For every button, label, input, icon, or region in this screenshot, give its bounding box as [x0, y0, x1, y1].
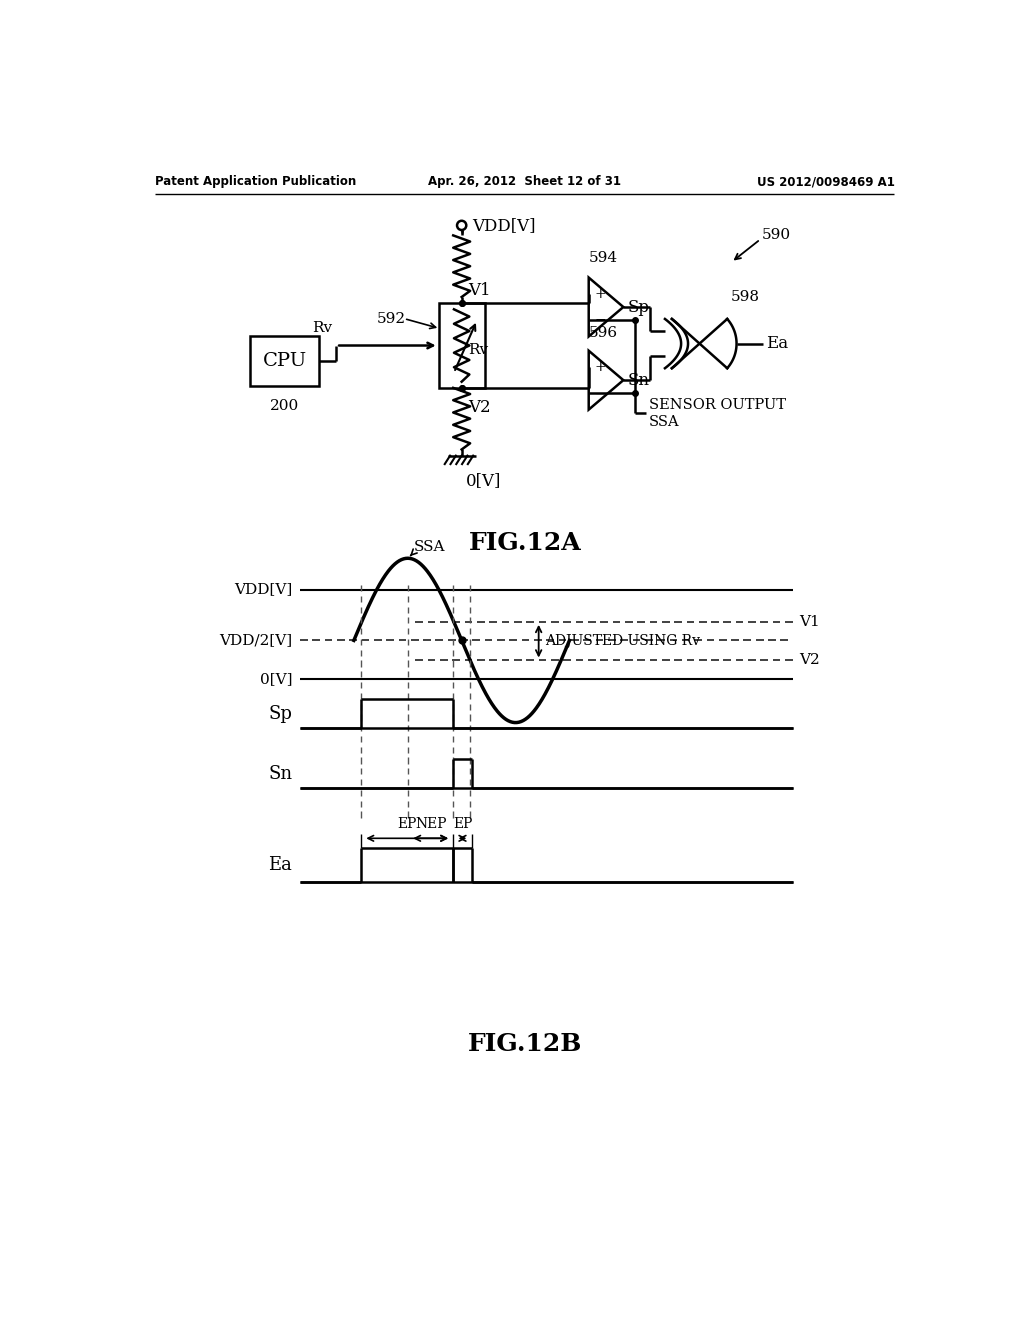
Text: FIG.12B: FIG.12B	[468, 1032, 582, 1056]
Text: NEP: NEP	[415, 817, 446, 830]
Text: Sp: Sp	[268, 705, 292, 722]
Text: CPU: CPU	[262, 351, 306, 370]
Text: 594: 594	[589, 251, 617, 265]
Text: 0[V]: 0[V]	[260, 672, 292, 686]
Text: VDD[V]: VDD[V]	[234, 582, 292, 597]
Text: 596: 596	[589, 326, 617, 341]
Text: Ea: Ea	[766, 335, 787, 352]
Text: +: +	[595, 286, 606, 301]
Text: Rv: Rv	[468, 343, 488, 356]
Text: +: +	[595, 360, 606, 374]
Text: −: −	[595, 387, 606, 400]
Text: VDD/2[V]: VDD/2[V]	[219, 634, 292, 647]
Text: V1: V1	[799, 615, 819, 628]
Text: Apr. 26, 2012  Sheet 12 of 31: Apr. 26, 2012 Sheet 12 of 31	[428, 176, 622, 187]
Text: Rv: Rv	[312, 321, 333, 335]
Text: V2: V2	[799, 653, 819, 668]
Text: Sp: Sp	[628, 298, 650, 315]
Bar	[250, 335, 319, 385]
Text: V1: V1	[468, 281, 490, 298]
Text: SSA: SSA	[414, 540, 445, 553]
Text: 598: 598	[731, 289, 760, 304]
Text: −: −	[595, 313, 606, 327]
Text: VDD[V]: VDD[V]	[472, 216, 536, 234]
Text: Ea: Ea	[268, 855, 292, 874]
Text: Sn: Sn	[268, 764, 292, 783]
Text: V2: V2	[468, 399, 490, 416]
Text: EP: EP	[397, 817, 417, 830]
Text: 592: 592	[377, 312, 407, 326]
Text: EP: EP	[453, 817, 472, 830]
Text: Patent Application Publication: Patent Application Publication	[156, 176, 356, 187]
Text: ADJUSTED USING Rv: ADJUSTED USING Rv	[545, 634, 699, 648]
Text: Sn: Sn	[628, 372, 650, 388]
Text: 0[V]: 0[V]	[466, 473, 501, 490]
Text: US 2012/0098469 A1: US 2012/0098469 A1	[757, 176, 894, 187]
Text: FIG.12A: FIG.12A	[468, 532, 582, 556]
Text: 200: 200	[270, 400, 299, 413]
Bar	[438, 304, 484, 388]
Text: SENSOR OUTPUT
SSA: SENSOR OUTPUT SSA	[649, 399, 785, 429]
Text: 590: 590	[762, 228, 792, 243]
